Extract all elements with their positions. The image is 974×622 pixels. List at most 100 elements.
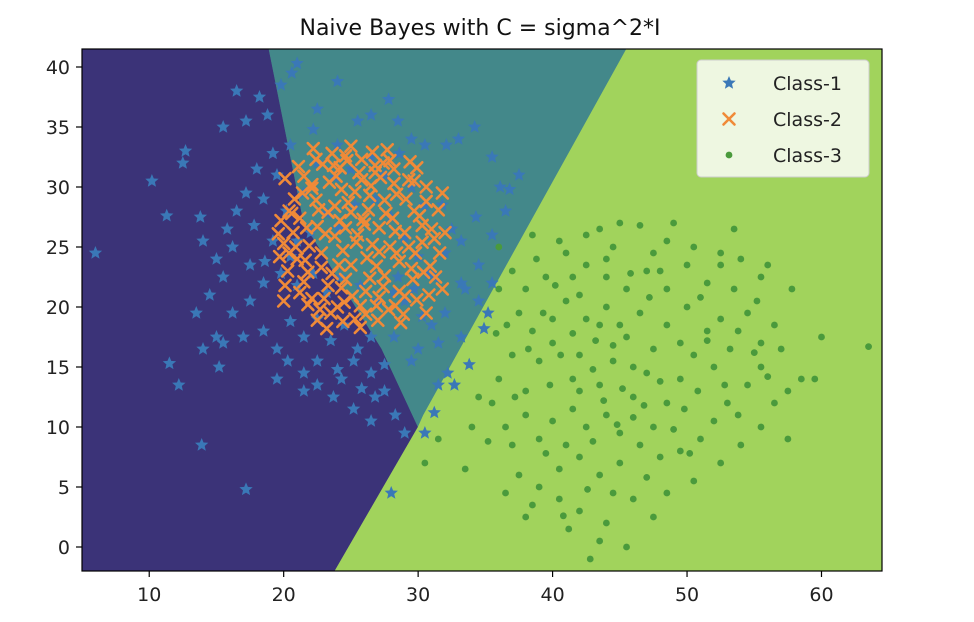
point-class-2: [309, 152, 323, 167]
point-class-3: [609, 489, 617, 497]
point-class-1: [384, 486, 398, 499]
point-class-3: [596, 225, 604, 233]
point-class-3: [503, 321, 511, 329]
point-class-1: [458, 282, 472, 295]
point-class-1: [388, 408, 402, 421]
point-class-3: [629, 363, 637, 371]
point-class-1: [391, 114, 405, 127]
point-class-2: [358, 307, 373, 321]
point-class-1: [216, 336, 230, 349]
point-class-3: [663, 285, 671, 293]
chart-title: Naive Bayes with C = sigma^2*I: [299, 16, 660, 41]
point-class-2: [372, 221, 386, 235]
point-class-1: [445, 222, 459, 235]
point-class-3: [549, 417, 556, 425]
point-class-3: [535, 435, 543, 443]
point-class-3: [683, 261, 691, 269]
legend-label-class-1: Class-1: [773, 73, 842, 95]
point-class-1: [243, 294, 257, 307]
y-tick-label: 5: [58, 477, 70, 499]
point-class-3: [592, 337, 600, 344]
point-class-3: [508, 267, 516, 275]
point-class-3: [602, 411, 610, 419]
point-class-3: [623, 543, 630, 551]
point-class-3: [609, 243, 617, 251]
point-class-3: [586, 555, 594, 563]
point-class-3: [694, 387, 702, 395]
point-class-2: [380, 143, 395, 157]
point-class-2: [362, 188, 377, 203]
point-class-1: [236, 330, 250, 343]
x-axis: 10 20 30 40 50 60: [137, 571, 834, 606]
point-class-2: [318, 227, 333, 241]
point-class-3: [784, 435, 792, 443]
point-class-3: [650, 423, 657, 431]
point-class-1: [351, 342, 365, 355]
point-class-3: [650, 513, 657, 521]
point-class-2: [348, 312, 362, 326]
point-class-3: [697, 294, 704, 301]
point-class-1: [364, 108, 378, 121]
point-class-2: [401, 240, 416, 254]
y-tick-label: 15: [46, 357, 70, 379]
point-class-3: [569, 273, 577, 281]
point-class-2: [274, 213, 288, 228]
point-class-3: [721, 381, 729, 389]
point-class-3: [710, 363, 718, 371]
point-class-2: [381, 302, 396, 317]
point-class-1: [485, 276, 499, 289]
point-class-2: [377, 193, 392, 207]
point-class-1: [441, 366, 455, 379]
point-class-2: [404, 261, 419, 276]
point-class-1: [297, 366, 311, 379]
point-class-2: [298, 253, 312, 267]
point-class-3: [784, 387, 792, 395]
y-tick-label: 20: [46, 297, 70, 319]
point-class-3: [602, 255, 610, 263]
point-class-1: [493, 180, 507, 193]
point-class-2: [337, 295, 351, 309]
point-class-2: [358, 284, 373, 299]
point-class-2: [372, 245, 386, 259]
x-tick-label: 10: [137, 584, 161, 606]
x-tick-label: 20: [272, 584, 296, 606]
point-class-3: [557, 351, 565, 359]
point-class-3: [495, 285, 503, 293]
point-class-1: [283, 138, 298, 151]
point-class-2: [278, 171, 292, 186]
point-class-2: [338, 221, 353, 235]
point-class-3: [609, 357, 617, 365]
point-class-3: [529, 501, 536, 509]
point-class-3: [627, 270, 634, 277]
point-class-2: [365, 145, 380, 159]
point-class-2: [278, 278, 292, 293]
point-class-3: [533, 255, 540, 263]
point-class-3: [468, 423, 476, 431]
point-class-3: [703, 279, 711, 287]
point-class-1: [176, 156, 190, 169]
legend-marker-class-1: [722, 76, 736, 89]
point-class-2: [336, 314, 350, 329]
point-class-1: [88, 246, 103, 259]
point-class-1: [297, 330, 311, 343]
y-tick-label: 35: [46, 117, 70, 139]
point-class-2: [323, 306, 338, 320]
point-class-2: [297, 169, 311, 183]
point-class-3: [559, 512, 567, 520]
point-class-1: [274, 78, 288, 91]
data-points: [88, 56, 872, 563]
x-tick-label: 60: [809, 584, 833, 606]
x-tick-label: 50: [675, 584, 699, 606]
point-class-2: [419, 180, 434, 194]
legend-marker-class-2: [722, 112, 736, 126]
point-class-1: [447, 378, 462, 391]
point-class-3: [703, 337, 711, 344]
x-tick-label: 40: [540, 584, 564, 606]
point-class-1: [216, 120, 230, 133]
point-class-2: [353, 320, 368, 335]
point-class-3: [629, 495, 637, 503]
point-class-2: [428, 270, 443, 284]
point-class-1: [209, 330, 224, 343]
point-class-2: [360, 251, 374, 265]
point-class-3: [757, 273, 765, 281]
